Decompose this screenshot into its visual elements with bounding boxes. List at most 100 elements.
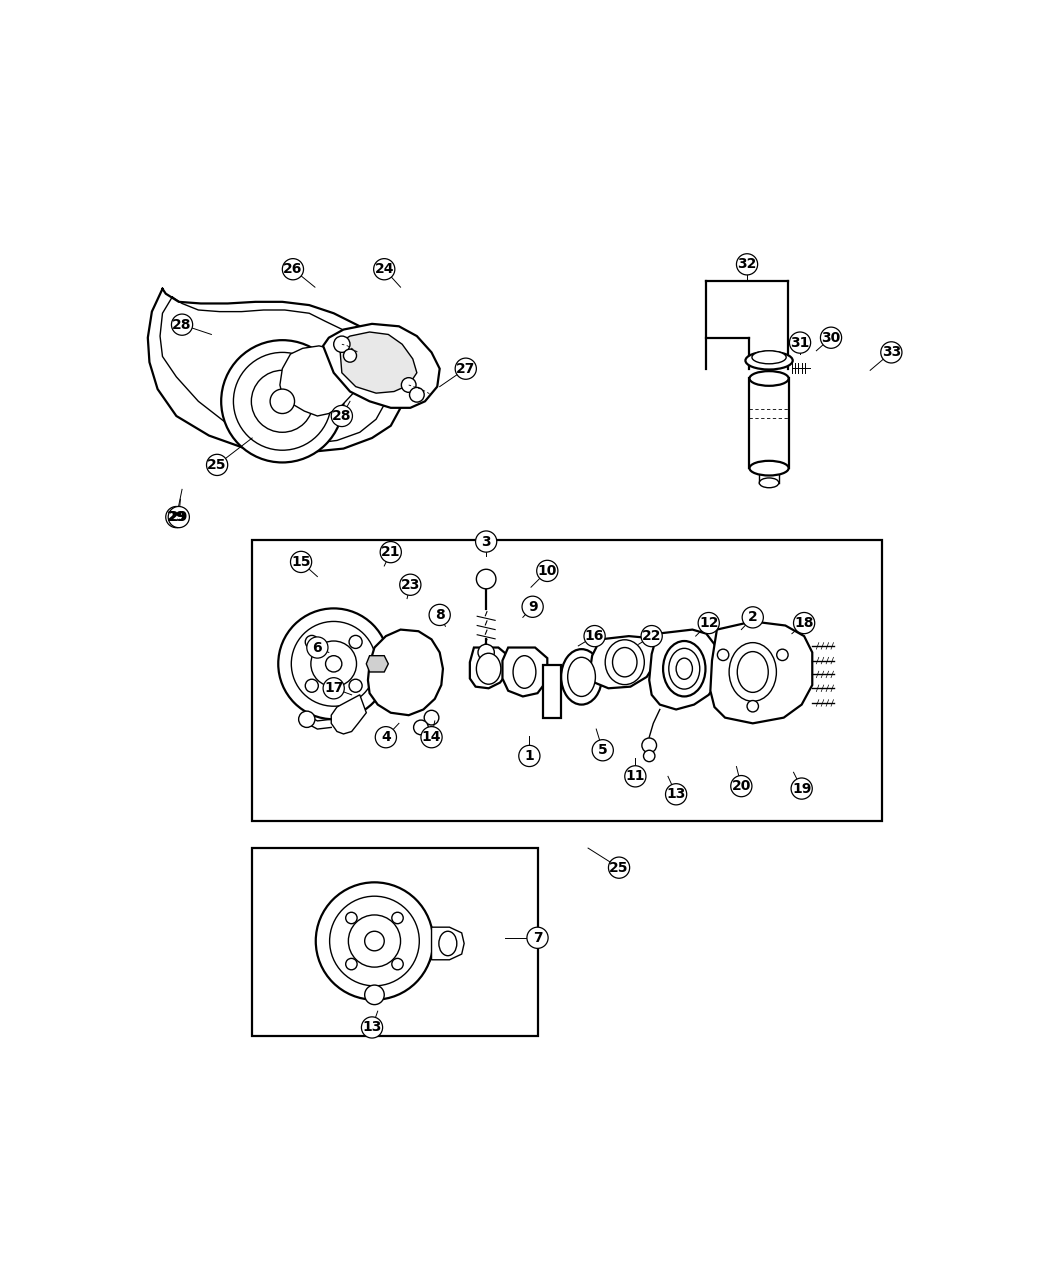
Text: 20: 20 [731,779,751,793]
Circle shape [168,506,189,528]
Polygon shape [710,622,812,724]
Circle shape [166,506,187,528]
Circle shape [251,371,313,432]
Circle shape [476,531,497,553]
Text: 2: 2 [748,610,757,624]
Circle shape [644,751,655,762]
Polygon shape [323,324,440,408]
Circle shape [731,775,752,797]
Circle shape [221,340,344,463]
Circle shape [519,746,540,766]
Circle shape [311,641,357,687]
Polygon shape [649,629,721,710]
Ellipse shape [676,659,692,679]
Circle shape [666,784,687,804]
Circle shape [373,258,394,280]
Circle shape [331,405,352,427]
Text: 15: 15 [291,555,310,569]
Text: 26: 26 [283,262,303,276]
Polygon shape [366,656,388,671]
Ellipse shape [737,651,768,692]
Text: 6: 6 [312,641,322,655]
Circle shape [305,636,319,648]
Ellipse shape [612,647,638,677]
Circle shape [413,720,428,734]
Text: 24: 24 [375,262,394,276]
Circle shape [400,574,421,595]
Circle shape [742,606,764,628]
Circle shape [365,985,384,1004]
Circle shape [522,596,543,618]
Text: 30: 30 [822,331,841,345]
Polygon shape [368,629,443,715]
Circle shape [206,454,227,476]
Circle shape [793,613,814,633]
Text: 32: 32 [737,257,756,271]
Circle shape [456,358,477,380]
Circle shape [376,726,397,748]
Text: 3: 3 [482,535,491,549]
Text: 29: 29 [166,510,186,524]
Ellipse shape [513,656,535,688]
Circle shape [642,738,656,753]
Circle shape [290,551,311,573]
FancyBboxPatch shape [252,848,538,1036]
Ellipse shape [746,352,793,370]
Circle shape [789,333,811,353]
Circle shape [477,569,495,588]
Text: 22: 22 [642,629,662,643]
Circle shape [424,710,439,725]
Ellipse shape [439,931,457,955]
Circle shape [429,604,450,625]
Ellipse shape [568,657,595,697]
Circle shape [307,637,328,659]
Circle shape [537,560,558,582]
Text: 9: 9 [528,600,538,614]
Polygon shape [280,345,356,416]
Text: 28: 28 [332,409,351,423]
Text: 23: 23 [401,578,420,592]
Text: 10: 10 [538,564,557,578]
Circle shape [881,341,902,363]
Ellipse shape [760,478,778,487]
Text: 14: 14 [422,730,441,744]
Ellipse shape [561,650,602,705]
Circle shape [333,336,350,353]
Text: 7: 7 [532,931,543,945]
Circle shape [349,636,362,648]
Text: 11: 11 [626,770,645,783]
Polygon shape [470,647,508,688]
Circle shape [391,912,403,923]
Text: 4: 4 [381,730,390,744]
Text: 5: 5 [598,743,608,757]
Text: 25: 25 [609,861,629,875]
Polygon shape [590,636,655,688]
Polygon shape [431,927,464,959]
Circle shape [391,958,403,969]
Ellipse shape [752,350,786,363]
Circle shape [821,327,842,348]
Circle shape [409,388,424,402]
Polygon shape [319,893,431,989]
Text: 33: 33 [882,345,901,359]
Circle shape [717,650,729,660]
Text: 8: 8 [434,608,445,622]
Text: 19: 19 [792,781,811,796]
Circle shape [299,711,315,728]
Circle shape [349,679,362,692]
Circle shape [234,353,331,450]
Circle shape [305,679,319,692]
Circle shape [362,1017,383,1039]
Circle shape [325,656,342,671]
Circle shape [291,622,377,706]
Text: 25: 25 [207,458,227,472]
Circle shape [641,625,663,647]
Circle shape [592,739,613,761]
Text: 31: 31 [790,335,810,349]
Polygon shape [331,694,366,734]
Circle shape [421,726,442,748]
Circle shape [171,315,193,335]
Circle shape [402,377,416,393]
Text: 13: 13 [362,1021,382,1035]
Text: 28: 28 [173,317,191,331]
